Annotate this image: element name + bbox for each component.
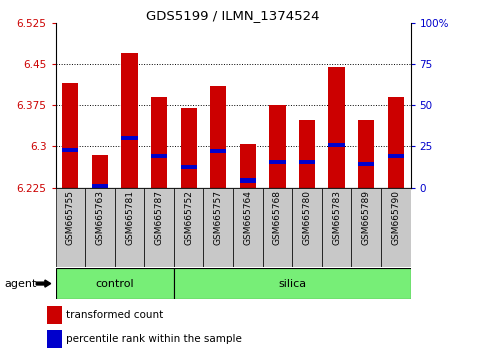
Bar [144,188,174,267]
Text: GSM665790: GSM665790 [391,190,400,245]
Bar [121,136,138,140]
Bar [151,154,167,158]
Text: GSM665764: GSM665764 [243,190,252,245]
Bar [263,188,292,267]
Bar [210,149,227,153]
Bar [56,188,85,267]
Bar [240,178,256,183]
Title: GDS5199 / ILMN_1374524: GDS5199 / ILMN_1374524 [146,9,320,22]
Text: GSM665763: GSM665763 [96,190,104,245]
Bar [181,165,197,169]
Text: agent: agent [5,279,37,289]
Bar [322,188,352,267]
Text: transformed count: transformed count [66,310,164,320]
Bar [174,268,411,299]
Bar [181,108,197,188]
Bar [151,97,167,188]
Text: GSM665768: GSM665768 [273,190,282,245]
Bar [292,188,322,267]
Text: GSM665783: GSM665783 [332,190,341,245]
Bar [85,188,115,267]
Bar [62,148,78,152]
Bar [62,83,78,188]
Text: GSM665757: GSM665757 [214,190,223,245]
Text: silica: silica [278,279,306,289]
Text: GSM665789: GSM665789 [362,190,370,245]
Text: GSM665781: GSM665781 [125,190,134,245]
Bar [299,160,315,164]
Bar [92,155,108,188]
Text: GSM665787: GSM665787 [155,190,164,245]
Bar [47,330,62,348]
Bar [115,188,144,267]
Text: GSM665752: GSM665752 [184,190,193,245]
Bar [210,86,227,188]
Text: control: control [96,279,134,289]
Bar [47,306,62,324]
Bar [328,143,345,147]
Bar [270,160,285,164]
Bar [299,120,315,188]
Text: GSM665755: GSM665755 [66,190,75,245]
Bar [381,188,411,267]
Bar [174,188,203,267]
Bar [203,188,233,267]
Bar [358,120,374,188]
Bar [388,97,404,188]
Bar [240,144,256,188]
Bar [270,105,285,188]
Bar [352,188,381,267]
Bar [328,67,345,188]
Bar [388,154,404,158]
Bar [56,268,174,299]
Text: percentile rank within the sample: percentile rank within the sample [66,334,242,344]
Text: GSM665780: GSM665780 [302,190,312,245]
Bar [92,184,108,188]
Bar [358,162,374,166]
Bar [233,188,263,267]
Bar [121,53,138,188]
